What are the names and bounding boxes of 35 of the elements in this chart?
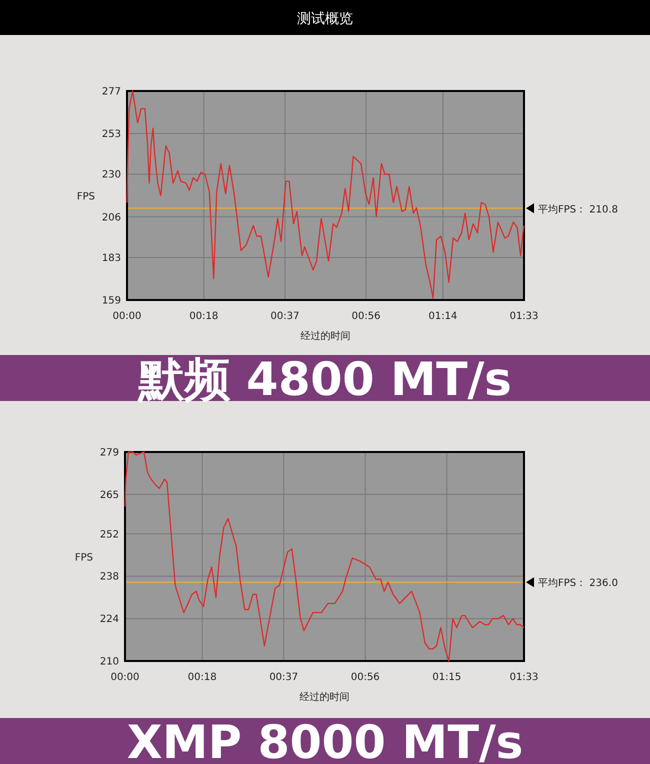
text: XMP 8000 MT/s — [126, 715, 524, 764]
y-tick-label: 265 — [100, 490, 119, 501]
x-axis-title: 经过的时间 — [300, 691, 350, 703]
ref-line-label: 平均FPS： 236.0 — [538, 577, 618, 590]
y-tick-label: 279 — [100, 448, 119, 458]
y-tick-label: 252 — [100, 529, 119, 540]
x-tick-label: 00:56 — [352, 311, 380, 322]
y-tick-label: 230 — [102, 170, 121, 181]
x-tick-label: 00:56 — [350, 672, 380, 683]
x-tick-label: 00:00 — [112, 311, 142, 322]
x-tick-label: 00:18 — [189, 311, 218, 322]
x-axis-title: 经过的时间 — [300, 330, 350, 342]
ref-line-label: 平均FPS： 210.8 — [538, 203, 618, 216]
y-axis-title: FPS — [74, 552, 93, 564]
y-tick-label: 224 — [100, 614, 119, 626]
y-axis-title: FPS — [76, 192, 95, 202]
text: 测试概览 — [297, 11, 353, 27]
y-tick-label: 206 — [102, 212, 121, 224]
x-tick-label: 00:18 — [188, 672, 217, 683]
y-tick-label: 159 — [102, 296, 121, 306]
x-tick-label: 01:33 — [510, 311, 538, 322]
x-tick-label: 00:00 — [110, 672, 140, 683]
x-tick-label: 00:37 — [269, 672, 298, 683]
y-tick-label: 277 — [102, 86, 121, 98]
x-tick-label: 01:14 — [428, 311, 458, 322]
y-tick-label: 183 — [102, 252, 121, 264]
y-tick-label: 238 — [100, 572, 119, 583]
x-tick-label: 01:33 — [510, 672, 538, 683]
line-series — [124, 451, 525, 662]
line-series — [126, 90, 525, 299]
y-tick-label: 253 — [102, 129, 121, 140]
x-tick-label: 00:37 — [270, 311, 300, 322]
text: 默频 4800 MT/s — [136, 352, 512, 406]
x-tick-label: 01:15 — [432, 672, 462, 683]
y-tick-label: 210 — [100, 656, 119, 668]
